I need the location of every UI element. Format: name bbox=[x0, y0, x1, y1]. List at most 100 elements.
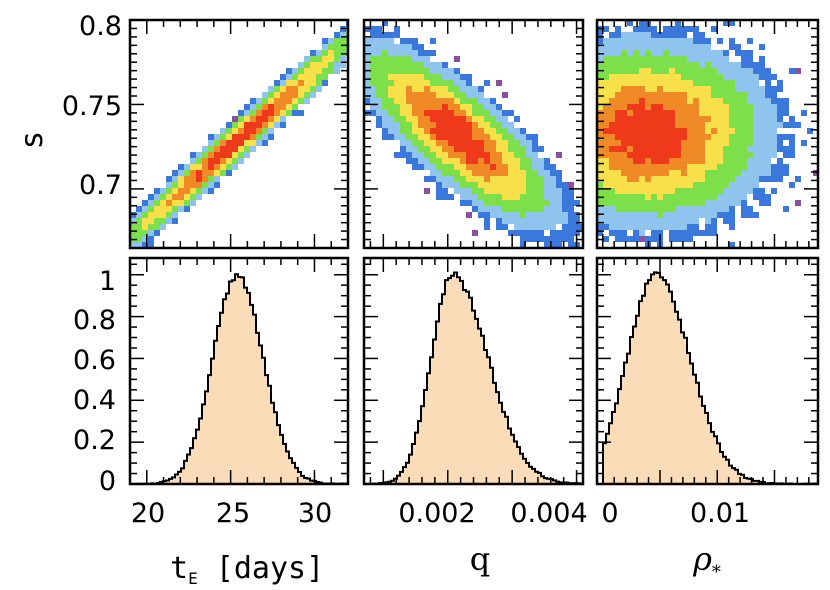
density-cell bbox=[645, 218, 651, 224]
density-cell bbox=[382, 128, 388, 134]
density-cell bbox=[621, 170, 627, 176]
density-cell bbox=[370, 26, 376, 32]
histogram-outline bbox=[130, 273, 348, 485]
density-cell bbox=[663, 38, 669, 44]
density-cell bbox=[609, 92, 615, 98]
density-cell bbox=[466, 74, 472, 80]
density-cell bbox=[627, 188, 633, 194]
density-cell bbox=[723, 62, 729, 68]
density-cell bbox=[442, 110, 448, 116]
density-cell bbox=[663, 110, 669, 116]
density-cell bbox=[442, 86, 448, 92]
density-cell bbox=[238, 140, 244, 146]
density-cell bbox=[783, 98, 789, 104]
density-cell bbox=[448, 128, 454, 134]
density-cell bbox=[382, 104, 388, 110]
density-cell bbox=[202, 146, 208, 152]
density-cell bbox=[508, 122, 514, 128]
ytick-label-s-0.7: 0.7 bbox=[79, 170, 122, 201]
density-cell bbox=[669, 218, 675, 224]
density-cell bbox=[466, 152, 472, 158]
density-cell bbox=[466, 110, 472, 116]
density-cell bbox=[681, 212, 687, 218]
density-cell bbox=[699, 212, 705, 218]
density-cell bbox=[765, 128, 771, 134]
density-cell bbox=[166, 188, 172, 194]
density-cell bbox=[615, 104, 621, 110]
density-cell bbox=[651, 128, 657, 134]
density-cell bbox=[484, 170, 490, 176]
density-cell bbox=[753, 92, 759, 98]
density-cell bbox=[508, 152, 514, 158]
density-cell bbox=[771, 104, 777, 110]
density-cell bbox=[262, 92, 268, 98]
density-cell bbox=[621, 50, 627, 56]
density-cell bbox=[759, 116, 765, 122]
density-cell bbox=[220, 164, 226, 170]
density-cell bbox=[532, 224, 538, 230]
density-cell bbox=[424, 62, 430, 68]
density-cell bbox=[406, 122, 412, 128]
density-cell bbox=[520, 200, 526, 206]
density-cell bbox=[627, 236, 633, 242]
density-cell bbox=[699, 86, 705, 92]
density-cell bbox=[729, 182, 735, 188]
density-cell bbox=[675, 140, 681, 146]
density-cell bbox=[657, 146, 663, 152]
density-cell bbox=[502, 146, 508, 152]
density-cell bbox=[448, 86, 454, 92]
density-cell bbox=[214, 176, 220, 182]
density-cell bbox=[244, 146, 250, 152]
density-cell bbox=[783, 164, 789, 170]
density-cell bbox=[597, 44, 603, 50]
density-cell bbox=[711, 116, 717, 122]
density-cell bbox=[633, 128, 639, 134]
density-cell bbox=[753, 74, 759, 80]
density-cell bbox=[681, 176, 687, 182]
density-cell bbox=[298, 74, 304, 80]
density-cell bbox=[238, 128, 244, 134]
density-cell bbox=[472, 140, 478, 146]
density-cell bbox=[765, 194, 771, 200]
density-cell bbox=[735, 182, 741, 188]
density-cell bbox=[418, 134, 424, 140]
density-cell bbox=[448, 110, 454, 116]
density-cell bbox=[484, 206, 490, 212]
density-cell bbox=[663, 188, 669, 194]
density-cell bbox=[633, 32, 639, 38]
density-cell bbox=[532, 164, 538, 170]
density-cell bbox=[681, 206, 687, 212]
density-cell bbox=[705, 176, 711, 182]
density-cell bbox=[472, 122, 478, 128]
density-cell bbox=[172, 188, 178, 194]
density-cell bbox=[735, 164, 741, 170]
density-cell bbox=[693, 194, 699, 200]
density-cell bbox=[424, 152, 430, 158]
density-cell bbox=[687, 218, 693, 224]
density-cell bbox=[376, 44, 382, 50]
density-cell bbox=[436, 140, 442, 146]
density-cell bbox=[400, 80, 406, 86]
density-cell bbox=[538, 176, 544, 182]
density-cell bbox=[250, 110, 256, 116]
density-cell bbox=[244, 128, 250, 134]
density-cell bbox=[490, 176, 496, 182]
density-cell bbox=[394, 26, 400, 32]
density-cell bbox=[418, 140, 424, 146]
density-cell bbox=[376, 26, 382, 32]
density-cell bbox=[627, 212, 633, 218]
density-cell bbox=[208, 176, 214, 182]
density-cell bbox=[478, 164, 484, 170]
density-cell bbox=[178, 206, 184, 212]
density-cell bbox=[448, 158, 454, 164]
density-cell bbox=[627, 86, 633, 92]
density-cell bbox=[603, 80, 609, 86]
density-cell bbox=[232, 140, 238, 146]
density-cell bbox=[136, 218, 142, 224]
density-cell bbox=[376, 68, 382, 74]
density-cell bbox=[382, 134, 388, 140]
density-cell bbox=[412, 116, 418, 122]
density-cell bbox=[633, 134, 639, 140]
density-cell bbox=[693, 98, 699, 104]
density-cell bbox=[490, 170, 496, 176]
